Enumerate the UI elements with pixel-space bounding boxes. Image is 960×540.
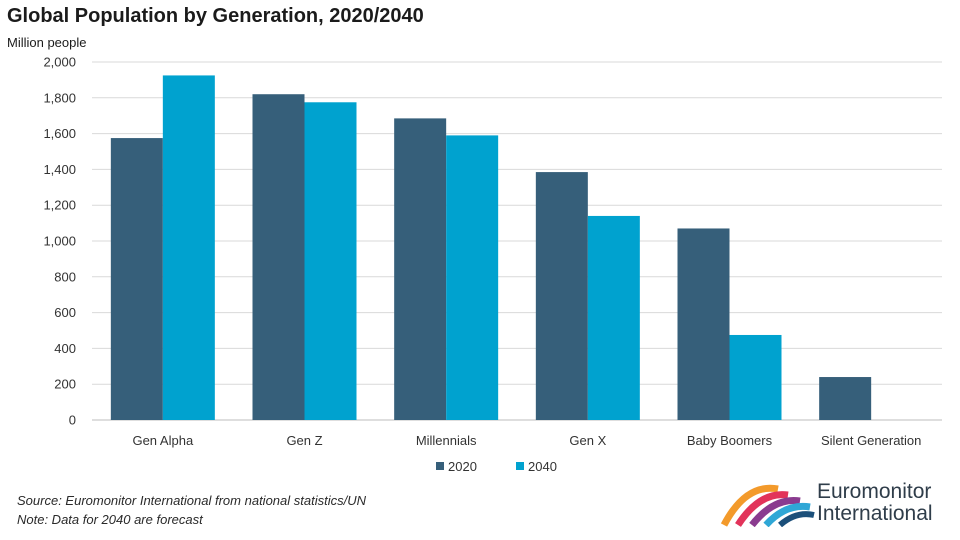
bar-2040-gen-z [304,102,357,421]
x-category-label: Millennials [416,433,477,448]
legend-label-2020: 2020 [448,459,477,474]
bar-2020-gen-x [535,172,588,420]
note-text: Note: Data for 2040 are forecast [17,512,203,527]
y-tick-label: 2,000 [43,55,76,70]
bar-2020-gen-alpha [110,138,163,420]
bar-2040-gen-alpha [162,75,215,421]
x-category-label: Gen Z [286,433,322,448]
legend-swatch-2020 [436,462,444,470]
bar-2040-baby-boomers [729,334,782,420]
y-tick-label: 0 [69,413,76,428]
y-tick-label: 600 [54,305,76,320]
bar-chart: 0 200 400 600 800 1,000 1,200 1,400 1,600 1,800 2,… [43,55,942,474]
y-tick-label: 200 [54,377,76,392]
x-category-label: Gen Alpha [132,433,193,448]
y-tick-label: 1,200 [43,198,76,213]
bar-2020-baby-boomers [677,228,730,420]
y-tick-label: 1,000 [43,234,76,249]
bar-2020-gen-z [252,94,305,420]
y-axis-label: Million people [7,35,87,50]
bar-2020-millennials [394,118,447,420]
logo-arcs-icon [720,484,815,528]
bars [110,75,872,421]
legend-label-2040: 2040 [528,459,557,474]
logo-text: Euromonitor International [817,480,933,525]
y-tick-label: 1,400 [43,162,76,177]
source-text: Source: Euromonitor International from n… [17,493,366,508]
legend: 2020 2040 [436,459,557,474]
bar-2040-millennials [446,135,499,420]
y-tick-label: 400 [54,341,76,356]
x-category-label: Gen X [569,433,606,448]
y-tick-label: 800 [54,269,76,284]
chart-title: Global Population by Generation, 2020/20… [7,5,424,27]
x-axis-categories: Gen Alpha Gen Z Millennials Gen X Baby Boome… [132,433,921,448]
footer: Source: Euromonitor International from n… [17,491,366,529]
x-category-label: Silent Generation [821,433,921,448]
x-category-label: Baby Boomers [687,433,773,448]
legend-swatch-2040 [516,462,524,470]
gridlines [92,61,942,421]
bar-2040-gen-x [587,215,640,420]
bar-2020-silent-generation [819,377,872,420]
y-axis-ticks: 0 200 400 600 800 1,000 1,200 1,400 1,600 1,800 2,… [43,55,76,428]
y-tick-label: 1,600 [43,126,76,141]
y-tick-label: 1,800 [43,90,76,105]
euromonitor-logo: Euromonitor International [716,480,948,528]
